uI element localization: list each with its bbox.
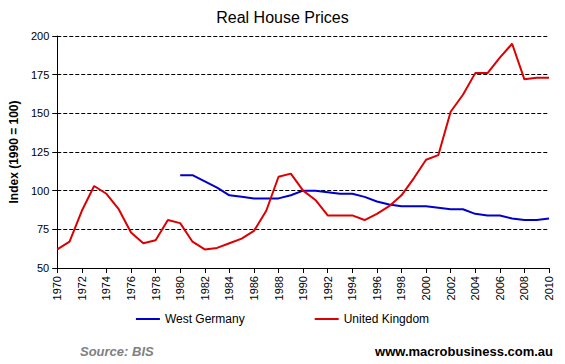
svg-text:125: 125: [31, 146, 49, 158]
svg-text:175: 175: [31, 69, 49, 81]
svg-text:2008: 2008: [518, 276, 530, 300]
svg-text:1980: 1980: [174, 276, 186, 300]
svg-text:1982: 1982: [199, 276, 211, 300]
svg-text:1994: 1994: [346, 276, 358, 300]
svg-text:2010: 2010: [543, 276, 555, 300]
svg-text:Real House Prices: Real House Prices: [216, 9, 349, 26]
svg-text:200: 200: [31, 30, 49, 42]
svg-text:100: 100: [31, 185, 49, 197]
svg-text:1978: 1978: [150, 276, 162, 300]
svg-text:2006: 2006: [494, 276, 506, 300]
svg-text:West Germany: West Germany: [165, 312, 245, 326]
svg-text:1986: 1986: [248, 276, 260, 300]
svg-text:50: 50: [37, 262, 49, 274]
svg-text:1974: 1974: [100, 276, 112, 300]
svg-text:www.macrobusiness.com.au: www.macrobusiness.com.au: [374, 344, 553, 359]
svg-text:1976: 1976: [125, 276, 137, 300]
svg-text:2002: 2002: [445, 276, 457, 300]
svg-text:2000: 2000: [420, 276, 432, 300]
svg-text:1988: 1988: [273, 276, 285, 300]
svg-text:150: 150: [31, 107, 49, 119]
svg-text:Source: BIS: Source: BIS: [80, 344, 154, 359]
svg-text:United Kingdom: United Kingdom: [344, 312, 429, 326]
svg-text:1970: 1970: [51, 276, 63, 300]
svg-text:75: 75: [37, 223, 49, 235]
svg-text:2004: 2004: [469, 276, 481, 300]
svg-text:1972: 1972: [76, 276, 88, 300]
svg-text:Index (1990 = 100): Index (1990 = 100): [7, 100, 21, 203]
svg-text:1990: 1990: [297, 276, 309, 300]
svg-text:1992: 1992: [322, 276, 334, 300]
svg-text:1998: 1998: [395, 276, 407, 300]
svg-text:1984: 1984: [223, 276, 235, 300]
svg-text:1996: 1996: [371, 276, 383, 300]
